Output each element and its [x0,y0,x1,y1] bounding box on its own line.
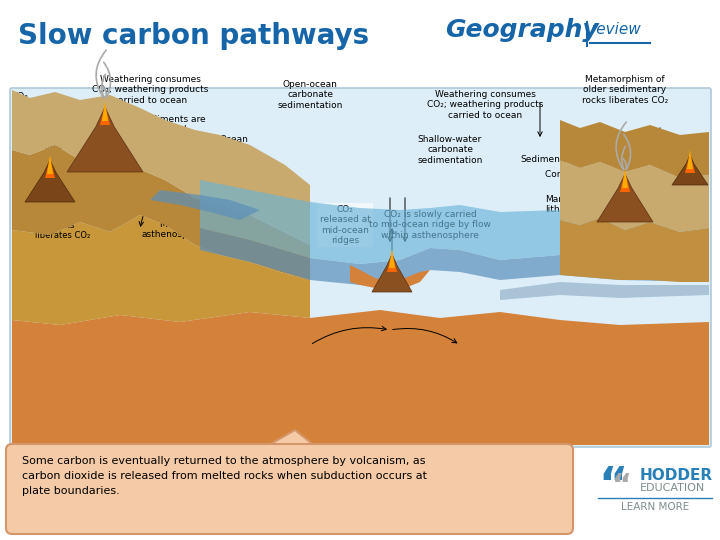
Text: Slow carbon pathways: Slow carbon pathways [18,22,369,50]
Text: Sediments: Sediments [520,155,568,164]
Text: Volcanoes
release
CO₂: Volcanoes release CO₂ [30,142,76,172]
Text: Shallow-water
carbonate
sedimentation: Shallow-water carbonate sedimentation [418,135,482,165]
Text: Geography: Geography [445,18,598,42]
Text: Partial melting
of subducted
materials
liberates CO₂: Partial melting of subducted materials l… [35,200,96,240]
Polygon shape [372,254,412,292]
Text: CO₂
rising in
magma: CO₂ rising in magma [12,92,48,122]
Text: Mantle
asthenosphere: Mantle asthenosphere [141,220,209,239]
Polygon shape [389,249,395,268]
Polygon shape [12,90,310,245]
Polygon shape [260,448,320,452]
Polygon shape [12,310,709,445]
Polygon shape [500,282,709,300]
Text: review: review [590,22,641,37]
Polygon shape [12,145,310,280]
FancyBboxPatch shape [6,444,573,534]
Polygon shape [597,174,653,222]
Polygon shape [560,120,709,178]
Polygon shape [672,155,708,185]
Polygon shape [200,180,709,264]
Text: LEARN MORE: LEARN MORE [621,502,689,512]
Text: “: “ [598,465,627,508]
Polygon shape [260,430,320,450]
Polygon shape [12,215,310,325]
Polygon shape [100,105,110,125]
Polygon shape [350,265,430,292]
Text: Weathering consumes
CO₂; weathering products
carried to ocean: Weathering consumes CO₂; weathering prod… [427,90,543,120]
Text: Some carbon is eventually returned to the atmosphere by volcanism, as
carbon dio: Some carbon is eventually returned to th… [22,456,427,496]
Polygon shape [200,228,709,285]
Polygon shape [620,172,630,192]
Polygon shape [560,160,709,232]
Text: Continental crust: Continental crust [545,170,624,179]
Text: Weathering consumes
CO₂; weathering products
carried to ocean: Weathering consumes CO₂; weathering prod… [92,75,208,105]
Polygon shape [150,190,260,220]
Text: CO₂ is slowly carried
to mid-ocean ridge by flow
within asthenosphere: CO₂ is slowly carried to mid-ocean ridge… [369,210,491,240]
Polygon shape [45,158,55,178]
Polygon shape [560,218,709,282]
FancyBboxPatch shape [10,88,711,447]
Text: EDUCATION: EDUCATION [640,483,706,493]
Text: CO₂
released at
mid-ocean
ridges: CO₂ released at mid-ocean ridges [320,205,370,245]
Text: Sediments are
subducted: Sediments are subducted [140,115,206,134]
Polygon shape [47,155,53,174]
Text: Open-ocean
carbonate
sedimentation: Open-ocean carbonate sedimentation [277,80,343,110]
Polygon shape [387,252,397,272]
Polygon shape [67,107,143,172]
Text: Mantle
lithosphere: Mantle lithosphere [545,195,596,214]
Text: HODDER: HODDER [640,468,713,483]
Text: Metamorphism of
older sedimentary
rocks liberates CO₂: Metamorphism of older sedimentary rocks … [582,75,668,105]
Polygon shape [102,102,108,121]
Text: “: “ [612,472,632,501]
Polygon shape [685,153,695,173]
Polygon shape [25,160,75,202]
Polygon shape [622,169,628,188]
Text: Ocean
crust: Ocean crust [220,135,249,154]
Polygon shape [687,150,693,169]
